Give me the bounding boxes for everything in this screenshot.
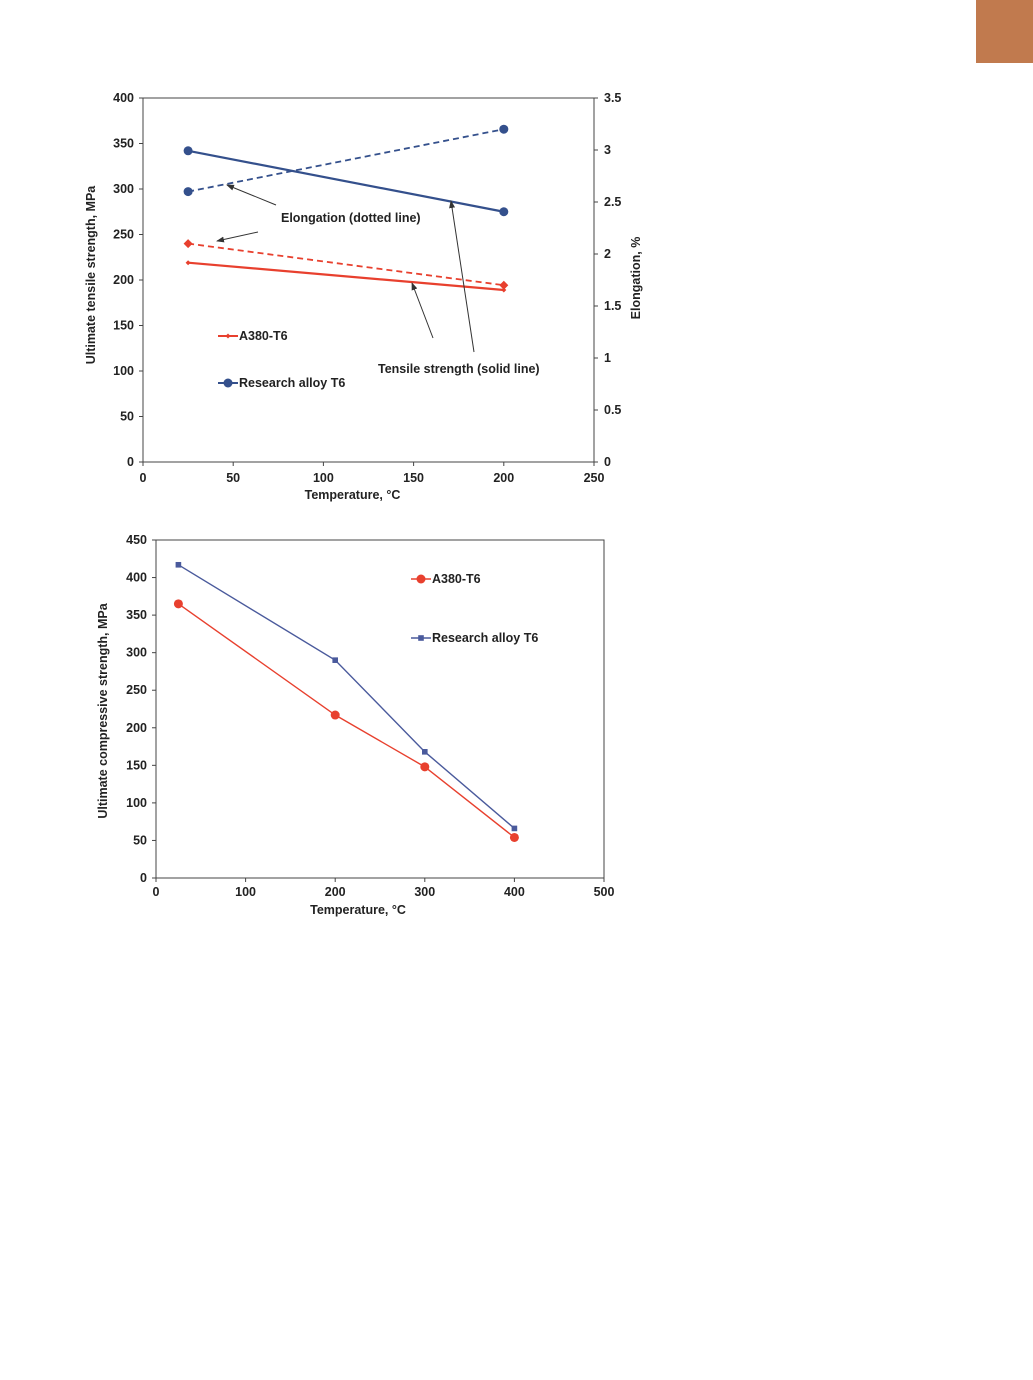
chart1-y-tick-label: 0	[127, 455, 134, 469]
chart2-y-tick-label: 100	[126, 796, 147, 810]
chart2-y-tick-label: 50	[133, 833, 147, 847]
chart1-y2-tick-label: 3	[604, 143, 611, 157]
chart1-plot-frame	[142, 97, 595, 463]
chart2-y-tick-label: 250	[126, 683, 147, 697]
chart2-legend-label: Research alloy T6	[432, 631, 538, 645]
chart1-y2-tick-label: 0	[604, 455, 611, 469]
chart1-annotation-arrow	[226, 184, 277, 206]
chart1-x-tick-label: 0	[140, 471, 147, 485]
chart2-data-point-1	[332, 657, 338, 663]
chart1-y2-tick-label: 0.5	[604, 403, 621, 417]
chart2-x-axis-label: Temperature, °C	[310, 903, 406, 917]
chart1-legend-label: A380-T6	[239, 329, 288, 343]
chart1-data-point-3	[183, 187, 193, 197]
chart2-data-point-0	[173, 599, 183, 609]
chart1-legend-marker	[225, 333, 231, 339]
chart2-x-tick-label: 0	[153, 885, 160, 899]
chart1-data-point-3	[499, 124, 509, 134]
chart2-y-tick-label: 400	[126, 571, 147, 585]
chart2-data-point-1	[422, 749, 428, 755]
chart1-x-axis-label: Temperature, °C	[305, 488, 401, 502]
chart1-data-point-0	[501, 287, 507, 293]
chart2-legend-marker	[418, 635, 424, 641]
chart1-y2-tick-label: 3.5	[604, 91, 621, 105]
chart1-x-tick-label: 100	[313, 471, 334, 485]
chart1-series-line-2	[187, 242, 504, 287]
chart1-annotation-arrow	[449, 200, 475, 353]
chart1-annotation-arrow	[411, 282, 434, 339]
chart1-data-point-1	[183, 146, 193, 156]
chart2-series-line-0	[177, 603, 515, 838]
chart2-y-tick-label: 200	[126, 721, 147, 735]
chart1-y-tick-label: 100	[113, 364, 134, 378]
chart2-y-tick-label: 0	[140, 871, 147, 885]
chart1-annotation-arrow	[216, 231, 259, 243]
chart2-x-tick-label: 300	[414, 885, 435, 899]
chart1-y-tick-label: 200	[113, 273, 134, 287]
chart2-data-point-0	[509, 832, 519, 842]
chart1-y2-axis-label: Elongation, %	[629, 237, 643, 320]
chart2-x-tick-label: 200	[325, 885, 346, 899]
chart1-y-tick-label: 50	[120, 410, 134, 424]
chart1-data-point-0	[185, 260, 191, 266]
chart2-data-point-0	[330, 710, 340, 720]
chart1-annotation-tensile: Tensile strength (solid line)	[378, 362, 540, 376]
chart2-x-tick-label: 100	[235, 885, 256, 899]
chart2-y-tick-label: 450	[126, 533, 147, 547]
chart1-series-line-0	[188, 261, 504, 292]
chart1-annotation-elongation: Elongation (dotted line)	[281, 211, 421, 225]
chart1-layer: 0 50 100 150 200 250 300 350 400 0 0.5 1 1.5 2 2.5 3 3.5…	[84, 91, 643, 502]
chart1-data-point-2	[499, 280, 509, 290]
chart1-legend-marker	[223, 378, 233, 388]
chart1-x-tick-label: 150	[403, 471, 424, 485]
chart2-legend-marker	[416, 574, 426, 584]
chart1-y-tick-label: 150	[113, 319, 134, 333]
chart1-data-point-1	[499, 207, 509, 217]
chart2-data-point-1	[511, 825, 518, 832]
chart2-series-line-1	[178, 564, 515, 829]
chart1-y-tick-label: 400	[113, 91, 134, 105]
chart2-x-tick-label: 400	[504, 885, 525, 899]
chart1-x-tick-label: 50	[226, 471, 240, 485]
chart1-legend-label: Research alloy T6	[239, 376, 345, 390]
chart1-y-tick-label: 350	[113, 137, 134, 151]
chart1-data-point-2	[183, 239, 193, 249]
chart1-y-axis-label: Ultimate tensile strength, MPa	[84, 185, 98, 365]
chart1-y2-tick-label: 2.5	[604, 195, 621, 209]
chart2-legend-label: A380-T6	[432, 572, 481, 586]
chart2-x-tick-label: 500	[594, 885, 615, 899]
chart1-y2-tick-label: 2	[604, 247, 611, 261]
chart1-x-tick-label: 250	[584, 471, 605, 485]
chart1-y2-tick-label: 1	[604, 351, 611, 365]
chart2-plot-frame	[155, 539, 605, 879]
chart2-y-tick-label: 300	[126, 646, 147, 660]
chart1-y-tick-label: 300	[113, 182, 134, 196]
chart2-layer: 0 50 100 150 200 250 300 350 400 450 0 100 200 300 400…	[96, 533, 614, 917]
chart2-y-tick-label: 350	[126, 608, 147, 622]
chart2-data-point-0	[420, 762, 430, 772]
chart2-data-point-1	[175, 561, 182, 568]
chart2-y-axis-label: Ultimate compressive strength, MPa	[96, 602, 110, 818]
chart1-x-tick-label: 200	[493, 471, 514, 485]
chart1-y2-tick-label: 1.5	[604, 299, 621, 313]
chart1-series-line-3	[187, 128, 504, 193]
corner-tab	[976, 0, 1033, 63]
chart2-y-tick-label: 150	[126, 758, 147, 772]
chart1-y-tick-label: 250	[113, 228, 134, 242]
